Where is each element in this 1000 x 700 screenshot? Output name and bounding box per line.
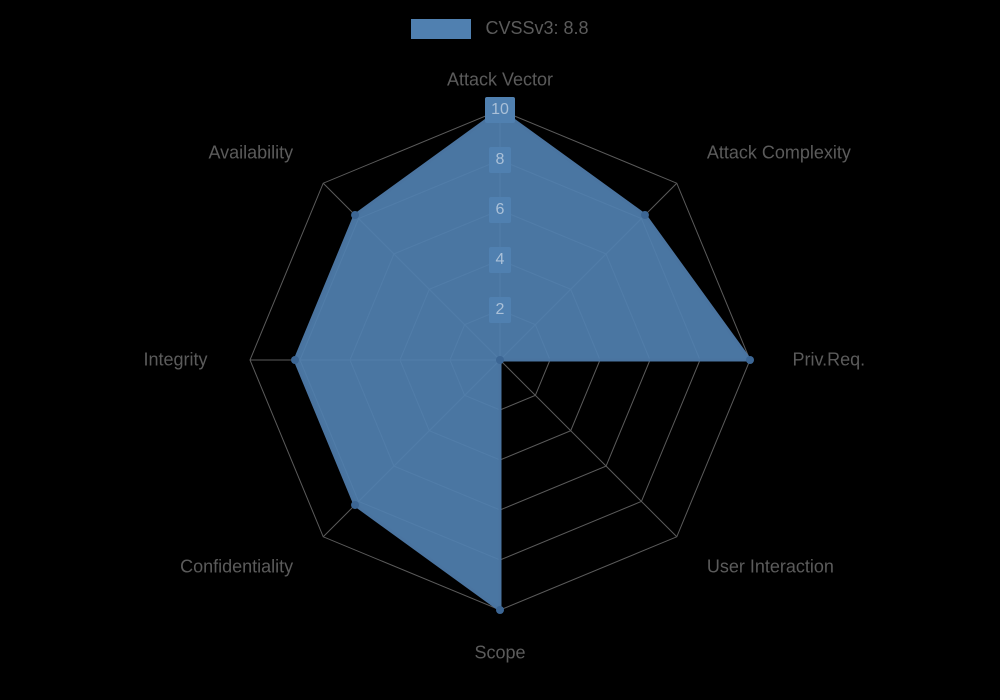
tick-label: 2 bbox=[496, 301, 505, 319]
axis-label: Scope bbox=[474, 642, 525, 663]
axis-label: Attack Vector bbox=[447, 70, 553, 91]
tick-label: 8 bbox=[496, 151, 505, 169]
axis-label: User Interaction bbox=[707, 556, 834, 577]
axis-label: Priv.Req. bbox=[793, 350, 866, 371]
axis-label: Integrity bbox=[143, 350, 207, 371]
tick-label: 6 bbox=[496, 201, 505, 219]
axis-label: Attack Complexity bbox=[707, 143, 851, 164]
tick-label: 4 bbox=[496, 251, 505, 269]
tick-label: 10 bbox=[491, 101, 509, 119]
axis-label: Confidentiality bbox=[180, 556, 293, 577]
axis-label: Availability bbox=[208, 143, 293, 164]
